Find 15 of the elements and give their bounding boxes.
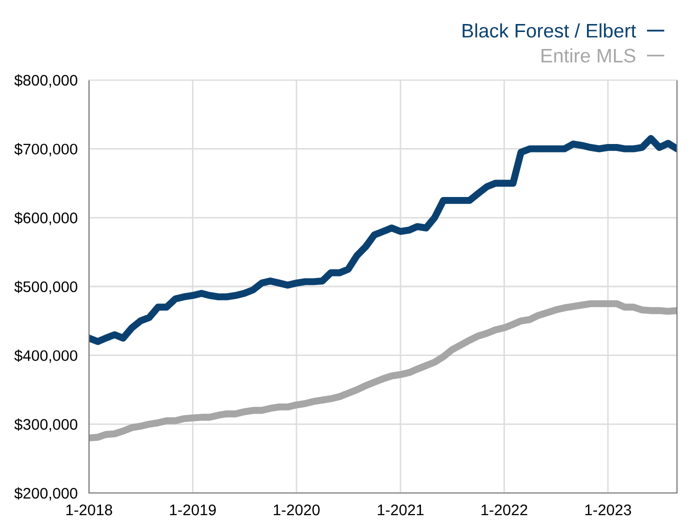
legend-label: Black Forest / Elbert [462,23,636,38]
y-tick-label: $400,000 [14,350,78,363]
y-tick-label: $700,000 [14,143,78,156]
y-tick-label: $800,000 [14,74,78,88]
x-tick-label: 1-2023 [585,504,632,516]
x-tick-label: 1-2022 [482,504,528,516]
x-tick-label: 1-2021 [378,504,424,516]
x-tick-label: 1-2019 [170,504,216,516]
x-tick-label: 1-2018 [66,504,112,516]
y-tick-label: $500,000 [14,280,78,294]
legend-label: Entire MLS [542,48,636,63]
y-tick-label: $300,000 [14,418,78,432]
y-tick-label: $200,000 [14,487,78,500]
y-tick-label: $600,000 [14,212,78,226]
x-tick-label: 1-2020 [274,504,320,516]
